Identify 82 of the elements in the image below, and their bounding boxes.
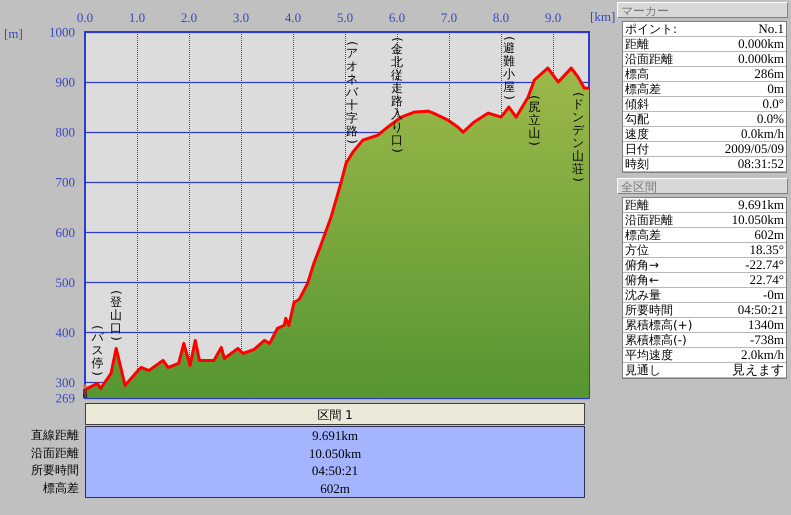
text: (金北従走路入り口) bbox=[390, 37, 404, 153]
x-tick-label: 8.0 bbox=[492, 10, 510, 25]
text: 俯角→ bbox=[625, 258, 660, 272]
text: 1340m bbox=[748, 317, 784, 332]
x-tick-label: 1.0 bbox=[128, 10, 146, 25]
text: 602m bbox=[319, 480, 351, 496]
text: 沿面距離 bbox=[625, 52, 673, 66]
text: 距離 bbox=[625, 198, 649, 212]
text: 04:50:21 bbox=[738, 302, 784, 317]
text: 沿面距離 bbox=[31, 444, 79, 462]
y-tick-label: 800 bbox=[56, 124, 75, 140]
text: 平均速度 bbox=[625, 348, 673, 362]
text: 所要時間 bbox=[31, 462, 79, 479]
text: 所要時間 bbox=[625, 303, 673, 317]
y-tick-label: 900 bbox=[56, 74, 75, 90]
text: 0.000km bbox=[738, 36, 784, 51]
text: 沿面距離 bbox=[625, 213, 673, 227]
x-tick-label: 9.0 bbox=[544, 10, 562, 25]
text: 日付 bbox=[625, 142, 649, 156]
text: 0.0° bbox=[762, 96, 784, 111]
text: 俯角← bbox=[625, 273, 660, 287]
y-tick-label: 500 bbox=[56, 274, 75, 290]
text: 方位 bbox=[625, 243, 649, 257]
text: -22.74° bbox=[745, 257, 784, 272]
text: -738m bbox=[750, 332, 784, 347]
text: 直線距離 bbox=[31, 427, 79, 444]
text: No.1 bbox=[758, 21, 784, 36]
annotation: (ドンデン山荘) bbox=[571, 91, 586, 184]
y-tick-label: 400 bbox=[56, 324, 75, 340]
text: 傾斜 bbox=[625, 97, 649, 111]
text: 時刻 bbox=[625, 157, 649, 171]
text: 見通し bbox=[625, 363, 661, 377]
text: マーカー bbox=[617, 2, 788, 18]
text: 0.000km bbox=[738, 51, 784, 66]
x-tick-label: 4.0 bbox=[284, 10, 302, 25]
annotation: (登山口) bbox=[109, 290, 124, 344]
text: 2009/05/09 bbox=[724, 141, 784, 156]
annotation: (尻立山) bbox=[527, 94, 542, 148]
y-tick-label: 1000 bbox=[49, 24, 75, 40]
x-tick-label: 2.0 bbox=[180, 10, 198, 25]
text: 10.050km bbox=[732, 212, 784, 227]
text: 距離 bbox=[625, 37, 649, 51]
x-tick-label: 3.0 bbox=[232, 10, 250, 25]
annotation: (バス停) bbox=[90, 324, 105, 378]
x-tick-label: 6.0 bbox=[388, 10, 406, 25]
y-tick-label: 700 bbox=[56, 174, 75, 190]
y-tick-label: 300 bbox=[56, 374, 75, 390]
text: 標高差 bbox=[43, 480, 79, 496]
text: 勾配 bbox=[625, 112, 649, 126]
x-tick-label: 0.0 bbox=[76, 10, 94, 25]
text: 区間 1 bbox=[85, 403, 585, 425]
text: 0m bbox=[767, 81, 784, 96]
text: ポイント: bbox=[625, 22, 678, 36]
text: 沈み量 bbox=[625, 288, 661, 302]
text: 22.74° bbox=[750, 272, 784, 287]
text: 累積標高(+) bbox=[625, 318, 692, 332]
text: 602m bbox=[754, 227, 784, 242]
text: 9.691km bbox=[311, 427, 359, 444]
text: 標高 bbox=[625, 67, 649, 81]
text: 累積標高(-) bbox=[625, 333, 687, 347]
text: 標高差 bbox=[625, 82, 661, 96]
text: 全区間 bbox=[617, 178, 788, 194]
text: -0m bbox=[763, 287, 784, 302]
text: 18.35° bbox=[750, 242, 784, 257]
text: 速度 bbox=[625, 127, 649, 141]
text: 08:31:52 bbox=[738, 156, 784, 171]
annotation: (避難小屋) bbox=[502, 35, 516, 102]
text: 標高差 bbox=[625, 228, 661, 242]
text: 2.0km/h bbox=[741, 347, 784, 362]
text: 9.691km bbox=[738, 197, 784, 212]
x-tick-label: 5.0 bbox=[336, 10, 354, 25]
text: 286m bbox=[754, 66, 784, 81]
text: 10.050km bbox=[308, 444, 362, 462]
text: 0.0km/h bbox=[741, 126, 784, 141]
y-axis-title: [m] bbox=[4, 26, 23, 42]
y-tick-label: 600 bbox=[56, 224, 75, 240]
x-axis-title: [km] bbox=[590, 9, 616, 25]
text: 04:50:21 bbox=[310, 462, 360, 479]
text: 見えます bbox=[732, 362, 784, 377]
y-tick-label: 269 bbox=[56, 390, 75, 406]
text: 0.0% bbox=[756, 111, 784, 126]
x-tick-label: 7.0 bbox=[440, 10, 458, 25]
